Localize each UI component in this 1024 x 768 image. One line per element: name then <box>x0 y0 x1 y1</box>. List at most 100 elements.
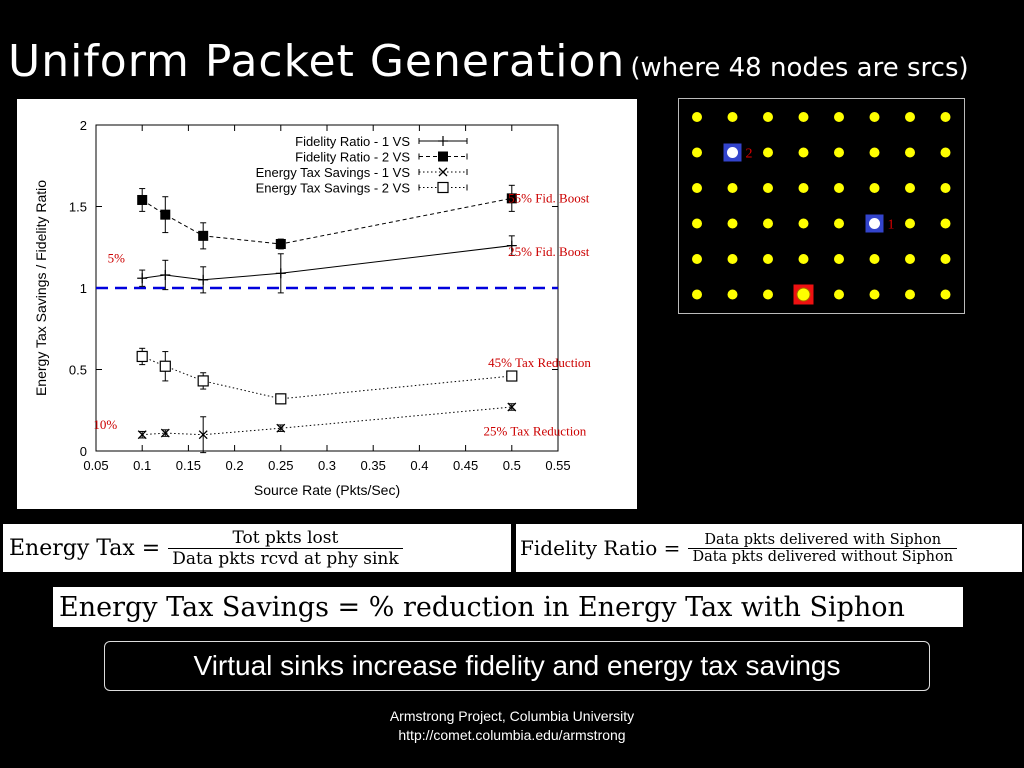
node-topology-grid: 21 <box>692 112 951 305</box>
series-group <box>137 235 517 294</box>
sensor-node <box>798 183 809 193</box>
chart-panel: 0.05 0.1 0.15 0.2 0.25 0.3 0.35 0.4 0.45 0.5 0.55 0… <box>17 99 637 509</box>
sensor-node <box>940 289 951 300</box>
series-line <box>141 197 512 245</box>
chart-annotation: 5% <box>108 251 126 266</box>
chart-annotation: 25% Tax Reduction <box>483 423 586 438</box>
energy-tax-lhs: Energy Tax = <box>9 535 161 561</box>
virtual-sink-label: 1 <box>888 218 895 233</box>
slide-subtitle: (where 48 nodes are srcs) <box>630 53 969 83</box>
sensor-node <box>692 289 702 300</box>
sensor-node <box>869 183 880 193</box>
sensor-node <box>763 147 773 158</box>
data-point <box>160 428 170 438</box>
x-tick-label: 0.05 <box>83 458 108 473</box>
data-point <box>275 393 287 405</box>
sensor-node <box>869 254 880 264</box>
y-tick-label: 0.5 <box>69 363 87 378</box>
x-tick-label: 0.1 <box>133 458 151 473</box>
series-line <box>142 406 512 436</box>
data-point <box>506 370 518 382</box>
series-line <box>142 245 512 281</box>
y-tick-label: 2 <box>80 118 87 133</box>
y-tick-label: 1 <box>80 281 87 296</box>
fidelity-ratio-lhs: Fidelity Ratio = <box>520 536 681 560</box>
x-tick-label: 0.5 <box>503 458 521 473</box>
sensor-node <box>763 183 773 193</box>
sensor-node <box>727 289 738 300</box>
data-point <box>198 230 209 241</box>
virtual-sink-center <box>727 147 738 158</box>
sensor-node <box>940 112 951 122</box>
series-group <box>137 402 517 454</box>
slide-title: Uniform Packet Generation (where 48 node… <box>8 36 969 87</box>
series-line <box>142 356 512 400</box>
sensor-node <box>692 183 702 193</box>
energy-tax-fraction: Tot pkts lost Data pkts rcvd at phy sink <box>168 528 403 569</box>
line-chart: 0.05 0.1 0.15 0.2 0.25 0.3 0.35 0.4 0.45 0.5 0.55 0… <box>33 118 591 498</box>
sensor-node <box>727 183 738 193</box>
sensor-node <box>940 254 951 264</box>
chart-annotation: 45% Tax Reduction <box>488 355 591 370</box>
sensor-node <box>940 183 951 193</box>
data-point <box>137 430 147 440</box>
sensor-node <box>763 289 773 300</box>
sensor-node <box>869 289 880 300</box>
sensor-node <box>905 112 915 122</box>
physical-sink-center <box>796 287 811 302</box>
virtual-sink-label: 2 <box>746 147 753 162</box>
data-point <box>275 238 286 249</box>
sensor-node <box>727 112 738 122</box>
legend-entry: Energy Tax Savings - 2 VS <box>256 181 411 196</box>
sensor-node <box>692 218 702 229</box>
x-tick-label: 0.15 <box>176 458 201 473</box>
x-tick-label: 0.25 <box>268 458 293 473</box>
energy-tax-savings-formula: Energy Tax Savings = % reduction in Ener… <box>53 587 963 627</box>
sensor-node <box>692 147 702 158</box>
sensor-node <box>798 147 809 158</box>
sensor-node <box>834 254 844 264</box>
y-tick-label: 1.5 <box>69 200 87 215</box>
sensor-node <box>834 289 844 300</box>
footer-affiliation: Armstrong Project, Columbia University <box>389 708 635 724</box>
sensor-node <box>905 289 915 300</box>
sensor-node <box>763 254 773 264</box>
data-point <box>159 360 171 372</box>
sensor-node <box>763 218 773 229</box>
sensor-node <box>763 112 773 122</box>
sensor-node <box>834 218 844 229</box>
data-point <box>438 151 448 162</box>
sensor-node <box>834 112 844 122</box>
footer: Armstrong Project, Columbia University h… <box>0 707 1024 745</box>
sensor-node <box>798 112 809 122</box>
footer-url: http://comet.columbia.edu/armstrong <box>398 727 626 743</box>
chart-annotation: 55% Fid. Boost <box>508 190 590 205</box>
sensor-node <box>727 218 738 229</box>
sensor-node <box>692 254 702 264</box>
sensor-node <box>869 147 880 158</box>
legend-entry: Fidelity Ratio - 1 VS <box>295 134 410 149</box>
sensor-node <box>727 254 738 264</box>
x-tick-label: 0.45 <box>453 458 478 473</box>
conclusion-box: Virtual sinks increase fidelity and ener… <box>104 641 930 691</box>
data-point <box>197 375 209 387</box>
sensor-node <box>905 218 915 229</box>
data-point <box>136 350 148 363</box>
data-point <box>137 194 148 205</box>
energy-tax-denominator: Data pkts rcvd at phy sink <box>168 547 403 569</box>
y-tick-label: 0 <box>80 444 87 459</box>
chart-annotation: 10% <box>93 417 117 432</box>
x-tick-label: 0.35 <box>361 458 386 473</box>
chart-annotation: 25% Fid. Boost <box>508 244 590 259</box>
data-point <box>160 209 171 220</box>
sensor-node <box>798 254 809 264</box>
data-point <box>438 167 448 177</box>
virtual-sink-center <box>869 218 880 229</box>
sensor-node <box>834 183 844 193</box>
energy-tax-formula: Energy Tax = Tot pkts lost Data pkts rcv… <box>3 524 511 572</box>
series-group <box>136 347 518 405</box>
data-point <box>437 181 449 194</box>
sensor-node <box>940 218 951 229</box>
